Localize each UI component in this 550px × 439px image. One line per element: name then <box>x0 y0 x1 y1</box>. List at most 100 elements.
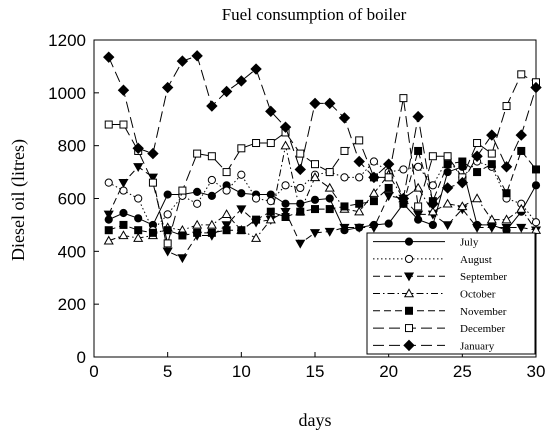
data-point <box>500 161 513 173</box>
data-point <box>237 226 246 235</box>
data-point <box>178 231 187 240</box>
data-point <box>178 186 187 195</box>
data-point <box>191 50 203 62</box>
data-point <box>502 189 511 198</box>
data-point <box>280 140 291 150</box>
data-point <box>266 197 275 206</box>
series-january <box>103 50 542 210</box>
x-tick-label: 30 <box>527 362 546 381</box>
data-point <box>516 203 527 213</box>
data-point <box>427 206 438 216</box>
data-point <box>281 212 290 221</box>
data-point <box>294 163 306 176</box>
data-point <box>486 214 497 224</box>
data-point <box>458 157 467 166</box>
data-point <box>207 152 216 161</box>
data-point <box>368 188 379 197</box>
data-point <box>399 165 408 174</box>
legend-marker <box>403 272 415 282</box>
data-point <box>441 182 454 194</box>
x-tick-label: 15 <box>306 362 325 381</box>
data-point <box>117 84 130 96</box>
data-point <box>176 55 189 67</box>
y-tick-label: 400 <box>58 242 86 261</box>
data-point <box>369 157 379 166</box>
data-point <box>103 210 114 220</box>
data-point <box>252 139 261 148</box>
legend-label: September <box>460 271 507 283</box>
y-tick-label: 200 <box>58 295 86 314</box>
x-tick-label: 25 <box>453 362 472 381</box>
data-point <box>237 170 246 179</box>
data-point <box>339 223 350 233</box>
data-point <box>427 198 439 210</box>
data-point <box>311 205 319 214</box>
data-point <box>103 235 114 245</box>
data-point <box>280 208 291 217</box>
data-point <box>382 158 395 170</box>
data-point <box>471 150 483 162</box>
data-point <box>354 223 365 233</box>
data-point <box>222 168 231 177</box>
data-point <box>325 168 334 177</box>
data-point <box>340 173 349 182</box>
data-point <box>442 198 453 208</box>
data-point <box>206 219 217 229</box>
data-point <box>340 202 349 211</box>
data-point <box>384 173 393 182</box>
data-point <box>399 94 408 103</box>
legend-box <box>366 232 536 355</box>
data-point <box>516 223 527 233</box>
legend-marker <box>405 306 413 315</box>
chart-title: Fuel consumption of boiler <box>222 5 407 24</box>
legend-label: October <box>460 289 496 301</box>
data-point <box>161 81 174 94</box>
data-point <box>177 254 188 264</box>
data-point <box>309 97 321 110</box>
data-point <box>295 239 306 249</box>
data-point <box>221 221 232 231</box>
x-tick-label: 0 <box>89 362 98 381</box>
y-tick-label: 0 <box>77 348 86 367</box>
legend-label: July <box>460 237 479 249</box>
data-point <box>428 152 437 161</box>
x-tick-label: 20 <box>379 362 398 381</box>
data-point <box>355 199 364 208</box>
data-point <box>134 226 143 235</box>
data-point <box>296 207 305 216</box>
data-point <box>309 172 321 182</box>
y-axis-label: Diesel oil (litres) <box>8 139 29 261</box>
series-november <box>104 146 540 240</box>
data-point <box>237 189 246 198</box>
data-point <box>443 152 452 161</box>
data-point <box>119 120 128 129</box>
data-point <box>222 186 231 195</box>
plot-area: 0 5 10 15 20 25 30 0 200 400 600 800 1000 1200 <box>48 31 545 381</box>
data-point <box>250 63 262 75</box>
legend-marker <box>404 237 414 246</box>
data-point <box>118 178 129 188</box>
data-point <box>472 223 483 233</box>
data-point <box>473 168 482 177</box>
data-point <box>414 202 423 211</box>
legend-label: December <box>460 323 506 335</box>
data-point <box>104 226 113 235</box>
series-line <box>108 55 537 205</box>
data-point <box>340 146 349 155</box>
series-line <box>108 166 537 259</box>
data-point <box>296 149 305 158</box>
data-point <box>309 229 321 239</box>
data-point <box>193 187 202 196</box>
data-point <box>220 85 233 98</box>
data-point <box>355 173 364 182</box>
data-point <box>206 100 218 112</box>
data-point <box>134 194 143 203</box>
data-point <box>251 194 261 203</box>
data-point <box>515 129 527 141</box>
data-point <box>118 230 129 240</box>
data-point <box>163 190 172 199</box>
y-tick-label: 1200 <box>48 31 86 50</box>
data-point <box>103 51 115 63</box>
data-point <box>502 102 511 111</box>
